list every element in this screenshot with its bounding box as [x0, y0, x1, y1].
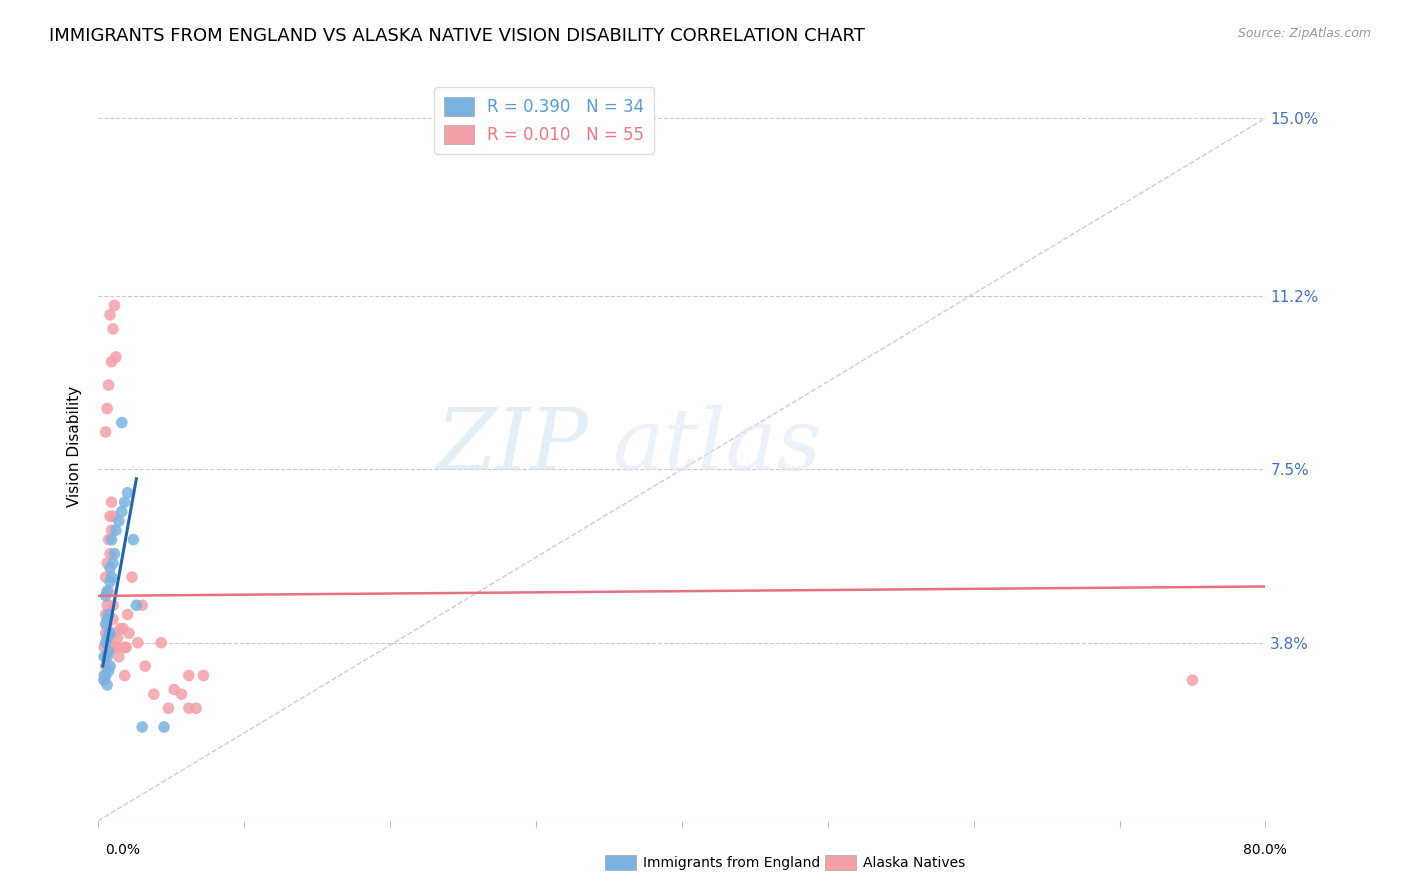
Point: [163, 682, 186, 697]
Point: [104, 350, 127, 364]
Point: [98, 574, 121, 589]
Point: [153, 720, 176, 734]
Point: [105, 631, 128, 645]
Y-axis label: Vision Disability: Vision Disability: [67, 385, 83, 507]
Point: [94, 425, 117, 439]
Point: [125, 599, 148, 613]
Point: [157, 701, 180, 715]
Point: [94, 626, 117, 640]
Text: ZIP: ZIP: [437, 405, 589, 487]
Point: [111, 416, 134, 430]
Point: [131, 720, 153, 734]
Point: [96, 678, 118, 692]
Point: [94, 659, 117, 673]
Point: [170, 687, 193, 701]
Point: [96, 584, 118, 599]
Point: [93, 668, 115, 682]
Point: [98, 659, 121, 673]
Text: Alaska Natives: Alaska Natives: [863, 855, 966, 870]
Point: [96, 556, 118, 570]
Point: [96, 649, 118, 664]
Point: [117, 485, 139, 500]
Point: [1181, 673, 1204, 688]
Point: [105, 640, 128, 655]
Text: IMMIGRANTS FROM ENGLAND VS ALASKA NATIVE VISION DISABILITY CORRELATION CHART: IMMIGRANTS FROM ENGLAND VS ALASKA NATIVE…: [49, 27, 865, 45]
Point: [100, 523, 122, 537]
Point: [142, 687, 165, 701]
Point: [101, 556, 124, 570]
Point: [96, 401, 118, 416]
Point: [96, 631, 118, 645]
Text: 0.0%: 0.0%: [105, 843, 141, 857]
Point: [93, 640, 115, 655]
Point: [117, 607, 139, 622]
Point: [98, 626, 121, 640]
Point: [112, 622, 135, 636]
Point: [100, 533, 122, 547]
Point: [94, 589, 117, 603]
Point: [93, 673, 115, 688]
Point: [104, 640, 127, 655]
Point: [104, 523, 127, 537]
Point: [98, 308, 121, 322]
Point: [98, 547, 121, 561]
Point: [101, 612, 124, 626]
Point: [97, 533, 120, 547]
Point: [94, 607, 117, 622]
Point: [97, 664, 120, 678]
Point: [110, 622, 132, 636]
Point: [100, 570, 122, 584]
Point: [177, 701, 200, 715]
Text: 80.0%: 80.0%: [1243, 843, 1286, 857]
Point: [114, 668, 136, 682]
Point: [114, 640, 136, 655]
Point: [103, 547, 125, 561]
Point: [96, 612, 118, 626]
Point: [108, 514, 131, 528]
Point: [94, 668, 117, 682]
Point: [134, 659, 156, 673]
Point: [127, 635, 149, 649]
Point: [131, 599, 153, 613]
Legend: R = 0.390   N = 34, R = 0.010   N = 55: R = 0.390 N = 34, R = 0.010 N = 55: [433, 87, 654, 154]
Point: [103, 640, 125, 655]
Point: [97, 607, 120, 622]
Point: [100, 495, 122, 509]
Point: [94, 570, 117, 584]
Point: [97, 626, 120, 640]
Point: [94, 635, 117, 649]
Point: [97, 635, 120, 649]
Point: [100, 355, 122, 369]
Point: [97, 584, 120, 599]
Text: Source: ZipAtlas.com: Source: ZipAtlas.com: [1237, 27, 1371, 40]
Text: atlas: atlas: [612, 405, 821, 487]
Point: [97, 378, 120, 392]
Point: [115, 640, 138, 655]
Point: [121, 570, 143, 584]
Point: [98, 561, 121, 575]
Point: [101, 322, 124, 336]
Point: [103, 298, 125, 313]
Point: [98, 509, 121, 524]
Point: [97, 645, 120, 659]
Point: [96, 622, 118, 636]
Point: [101, 509, 124, 524]
Point: [118, 626, 141, 640]
Point: [114, 495, 136, 509]
Point: [193, 668, 215, 682]
Point: [93, 673, 115, 688]
Point: [94, 617, 117, 632]
Point: [150, 635, 173, 649]
Point: [96, 645, 118, 659]
Point: [111, 505, 134, 519]
Point: [177, 668, 200, 682]
Point: [96, 599, 118, 613]
Point: [93, 649, 115, 664]
Point: [122, 533, 145, 547]
Text: Immigrants from England: Immigrants from England: [643, 855, 820, 870]
Point: [186, 701, 208, 715]
Point: [101, 599, 124, 613]
Point: [108, 649, 131, 664]
Point: [103, 626, 125, 640]
